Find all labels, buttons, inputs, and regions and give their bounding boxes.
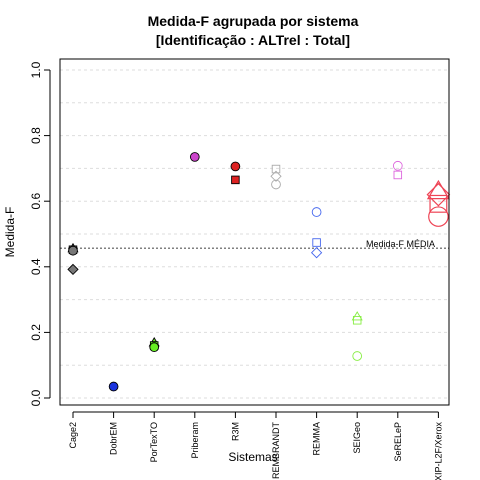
- chart-title: Medida-F agrupada por sistema: [148, 13, 359, 29]
- data-point-circle: [352, 351, 363, 361]
- x-tick-label: Cage2: [68, 422, 78, 449]
- y-tick-label: 0.6: [29, 193, 43, 210]
- plot-box: [59, 58, 450, 406]
- y-tick-label: 0.8: [29, 127, 43, 144]
- data-point-circle: [108, 381, 119, 392]
- x-tick-label: SeRELeP: [393, 422, 403, 462]
- y-axis-label: Medida-F: [3, 207, 17, 258]
- data-points: [67, 152, 451, 392]
- chart-subtitle: [Identificação : ALTrel : Total]: [156, 32, 350, 48]
- y-tick-label: 1.0: [29, 61, 43, 78]
- data-point-square: [393, 170, 403, 180]
- data-point-circle: [230, 161, 241, 172]
- data-point-circle: [68, 245, 78, 256]
- x-tick-label: SEIGeo: [352, 422, 362, 454]
- y-axis: 0.0 0.2 0.4 0.6 0.8 1.0: [29, 61, 51, 406]
- y-tick-label: 0.0: [29, 389, 43, 406]
- data-point-circle: [311, 207, 322, 217]
- data-point-triangle: [351, 311, 363, 321]
- data-point-square: [231, 175, 240, 185]
- reference-line-group: Medida-F MÉDIA: [60, 239, 449, 249]
- grid: [60, 69, 449, 399]
- x-axis: Cage2 DobrEM PorTexTO Priberam R3M REMBRANDT R…: [68, 411, 443, 480]
- x-axis-label: Sistemas: [228, 450, 277, 464]
- data-point-square: [312, 238, 321, 247]
- x-tick-label: DobrEM: [109, 422, 119, 455]
- reference-line-label: Medida-F MÉDIA: [366, 239, 435, 249]
- x-tick-label: REMMA: [312, 422, 322, 456]
- data-point-square: [271, 164, 281, 174]
- data-point-diamond: [426, 182, 451, 207]
- data-point-diamond: [270, 170, 282, 182]
- data-point-circle: [428, 206, 449, 227]
- x-tick-label: R3M: [230, 422, 240, 441]
- data-point-diamond: [67, 263, 79, 276]
- x-tick-label: PorTexTO: [149, 422, 159, 462]
- data-point-circle: [271, 179, 281, 190]
- x-tick-label: Priberam: [190, 422, 200, 459]
- data-point-square: [429, 194, 448, 213]
- data-point-square: [352, 316, 362, 325]
- data-point-triangle: [426, 179, 450, 200]
- x-tick-label: XIP-L2F/Xerox: [433, 422, 443, 480]
- data-point-diamond: [310, 247, 323, 259]
- x-tick-label: REMBRANDT: [271, 422, 281, 480]
- y-tick-label: 0.4: [29, 258, 43, 275]
- data-point-circle: [189, 152, 200, 162]
- data-point-circle: [392, 160, 403, 171]
- data-point-circle: [149, 342, 160, 353]
- y-tick-label: 0.2: [29, 324, 43, 341]
